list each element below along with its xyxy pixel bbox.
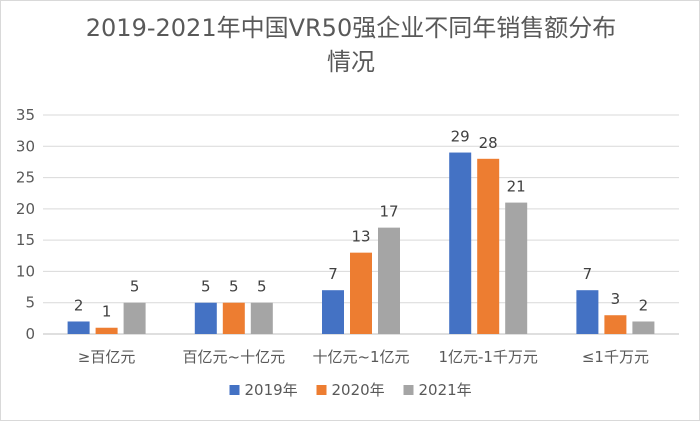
legend-swatch: [316, 385, 327, 395]
bar: [95, 327, 118, 334]
data-label: 2: [639, 296, 649, 314]
bar: [123, 302, 146, 334]
bar: [449, 152, 472, 334]
bar: [477, 158, 500, 334]
data-label: 21: [507, 178, 526, 196]
x-tick-label: 1亿元-1千万元: [438, 348, 538, 366]
legend-label: 2020年: [332, 381, 385, 399]
y-tick-label: 35: [16, 106, 35, 124]
data-label: 7: [583, 265, 593, 283]
y-tick-label: 20: [16, 200, 35, 218]
data-label: 5: [130, 278, 140, 296]
legend-swatch: [229, 385, 240, 395]
bar: [604, 315, 627, 334]
bar: [632, 321, 655, 334]
legend-swatch: [403, 385, 414, 395]
y-tick-label: 10: [16, 262, 35, 280]
y-tick-label: 5: [25, 294, 35, 312]
bar: [505, 202, 528, 334]
bar: [350, 252, 372, 334]
data-label: 7: [328, 265, 338, 283]
data-label: 2: [74, 296, 84, 314]
y-tick-label: 15: [16, 231, 35, 249]
y-tick-label: 25: [16, 169, 35, 187]
x-tick-label: ≤1千万元: [582, 348, 649, 366]
x-tick-label: 百亿元~十亿元: [183, 348, 286, 366]
data-label: 5: [229, 278, 239, 296]
legend-label: 2019年: [245, 381, 298, 399]
y-tick-label: 0: [25, 325, 35, 343]
data-label: 5: [257, 278, 267, 296]
data-label: 3: [611, 290, 621, 308]
bar: [576, 290, 599, 334]
bar: [250, 302, 273, 334]
x-tick-label: ≥百亿元: [78, 348, 136, 366]
data-label: 29: [451, 128, 470, 146]
x-tick-label: 十亿元~1亿元: [312, 348, 409, 366]
chart-title: 2019-2021年中国VR50强企业不同年销售额分布情况: [85, 14, 617, 76]
data-label: 13: [351, 228, 370, 246]
data-label: 17: [379, 203, 398, 221]
data-label: 1: [102, 303, 112, 321]
data-label: 5: [201, 278, 211, 296]
y-tick-label: 30: [16, 137, 35, 155]
bar: [378, 227, 400, 334]
bar: [194, 302, 217, 334]
bar: [322, 290, 344, 334]
legend-label: 2021年: [419, 381, 472, 399]
data-label: 28: [479, 134, 498, 152]
bar: [222, 302, 245, 334]
bar: [67, 321, 90, 334]
